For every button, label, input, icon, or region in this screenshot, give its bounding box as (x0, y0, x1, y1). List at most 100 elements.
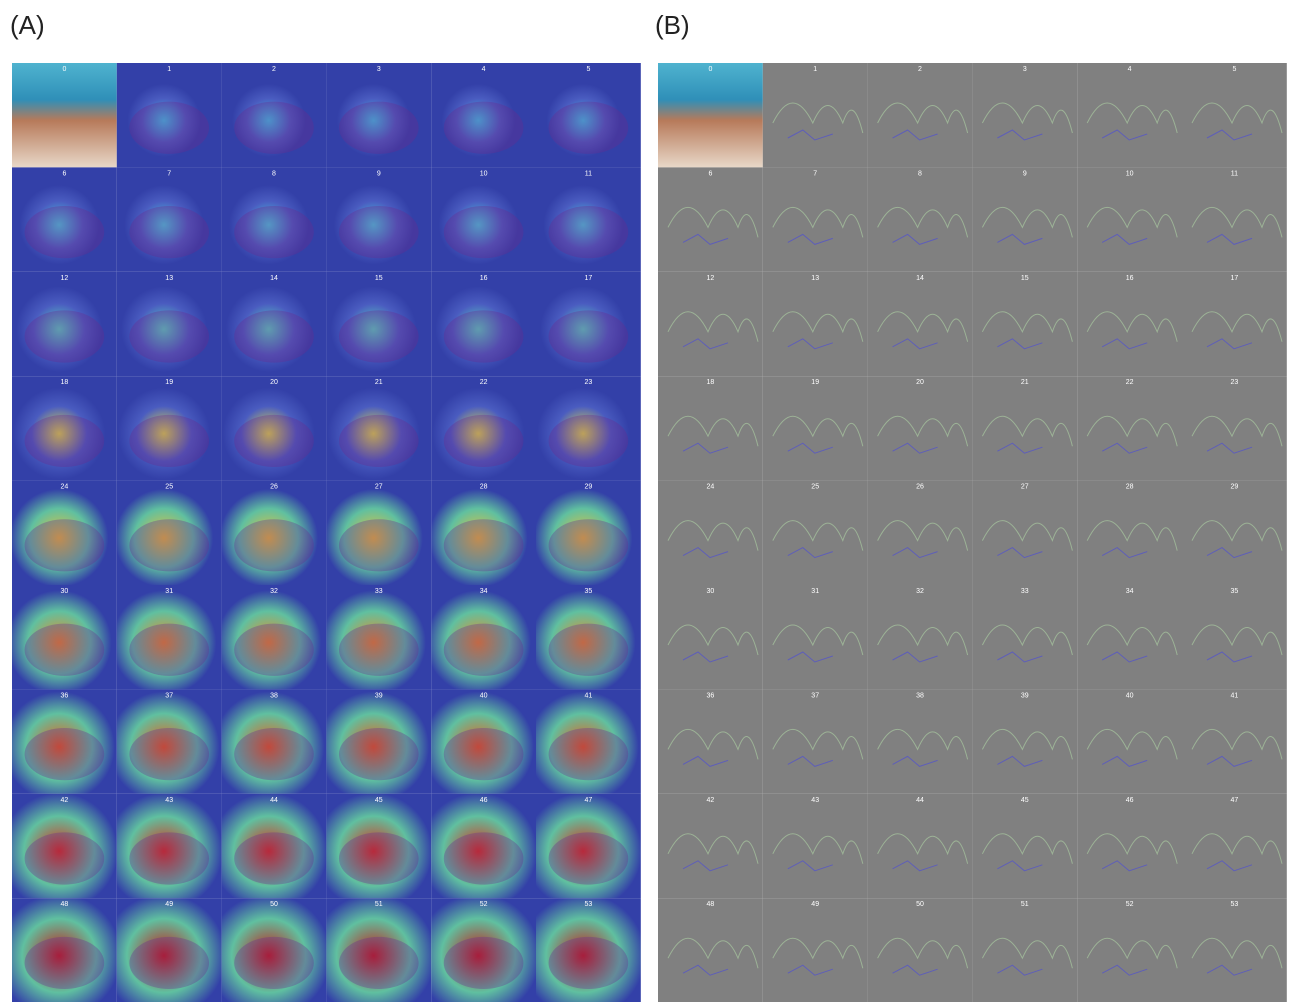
tile (972, 481, 1077, 585)
tile (868, 167, 973, 271)
tile (1182, 63, 1287, 167)
tile-overlay (234, 624, 314, 676)
tile-overlay (25, 519, 105, 571)
tile-overlay (129, 102, 209, 154)
tile-number: 18 (61, 379, 69, 386)
tile-number: 53 (1231, 901, 1239, 908)
tile-number: 34 (480, 588, 488, 595)
tile-number: 3 (1023, 66, 1027, 73)
tile-number: 9 (1023, 170, 1027, 177)
tile-overlay (129, 624, 209, 676)
tile-number: 33 (375, 588, 383, 595)
tile-number: 29 (1231, 484, 1239, 491)
tile-overlay (444, 102, 524, 154)
tile-number: 23 (1231, 379, 1239, 386)
tile-overlay (129, 415, 209, 467)
tile (1182, 898, 1287, 1002)
tile (1077, 898, 1182, 1002)
tile (658, 272, 763, 376)
tile-number: 40 (480, 692, 488, 699)
tile (1182, 167, 1287, 271)
tile (972, 689, 1077, 793)
tile-overlay (234, 102, 314, 154)
tile-overlay (339, 310, 419, 362)
tile (658, 167, 763, 271)
tile-number: 10 (1126, 170, 1134, 177)
tile (658, 794, 763, 898)
tile (1182, 481, 1287, 585)
tile-number: 1 (167, 66, 171, 73)
tile-overlay (234, 310, 314, 362)
tile (658, 585, 763, 689)
tile (972, 794, 1077, 898)
tile (868, 794, 973, 898)
tile-overlay (129, 310, 209, 362)
tile (763, 272, 868, 376)
tile-number: 32 (270, 588, 278, 595)
tile-number: 4 (1128, 66, 1132, 73)
tile-number: 24 (61, 484, 69, 491)
tile-overlay (444, 728, 524, 780)
panel-label: (B) (655, 10, 690, 40)
tile (1077, 481, 1182, 585)
tile-number: 29 (585, 484, 593, 491)
tile-overlay (129, 728, 209, 780)
tile (658, 898, 763, 1002)
tile (763, 585, 868, 689)
tile-overlay (234, 415, 314, 467)
tile (868, 376, 973, 480)
tile-overlay (25, 937, 105, 989)
tile-number: 20 (270, 379, 278, 386)
tile-number: 1 (813, 66, 817, 73)
tile (972, 376, 1077, 480)
tile-overlay (339, 415, 419, 467)
tile (763, 689, 868, 793)
tile (658, 481, 763, 585)
tile-overlay (339, 519, 419, 571)
tile-overlay (339, 728, 419, 780)
tile (1182, 376, 1287, 480)
tile-overlay (339, 937, 419, 989)
tile-number: 43 (811, 797, 819, 804)
tile-overlay (25, 728, 105, 780)
tile-overlay (339, 624, 419, 676)
tile-number: 53 (585, 901, 593, 908)
tile (1077, 376, 1182, 480)
tile-number: 28 (1126, 484, 1134, 491)
tile (658, 63, 763, 167)
tile-number: 5 (586, 66, 590, 73)
tile-number: 35 (585, 588, 593, 595)
tile (1077, 167, 1182, 271)
tile-number: 31 (165, 588, 173, 595)
tile-number: 40 (1126, 692, 1134, 699)
tile (1077, 794, 1182, 898)
tile-number: 30 (707, 588, 715, 595)
tile-overlay (549, 415, 629, 467)
tile-number: 26 (916, 484, 924, 491)
tile-number: 39 (1021, 692, 1029, 699)
tile-number: 32 (916, 588, 924, 595)
tile-number: 27 (375, 484, 383, 491)
tile-number: 49 (165, 901, 173, 908)
tile-number: 15 (375, 275, 383, 282)
tile (972, 63, 1077, 167)
tile-overlay (444, 832, 524, 884)
tile-number: 46 (480, 797, 488, 804)
tile-number: 38 (916, 692, 924, 699)
tile (763, 167, 868, 271)
tile-overlay (129, 832, 209, 884)
tile (1077, 63, 1182, 167)
tile-number: 0 (62, 66, 66, 73)
tile (658, 376, 763, 480)
tile-overlay (234, 728, 314, 780)
tile-number: 37 (165, 692, 173, 699)
tile-number: 33 (1021, 588, 1029, 595)
tile-number: 8 (918, 170, 922, 177)
tile-overlay (549, 624, 629, 676)
tile (868, 272, 973, 376)
tile-overlay (25, 415, 105, 467)
tile-number: 13 (811, 275, 819, 282)
tile-overlay (444, 519, 524, 571)
tile-number: 12 (61, 275, 69, 282)
tile (868, 689, 973, 793)
